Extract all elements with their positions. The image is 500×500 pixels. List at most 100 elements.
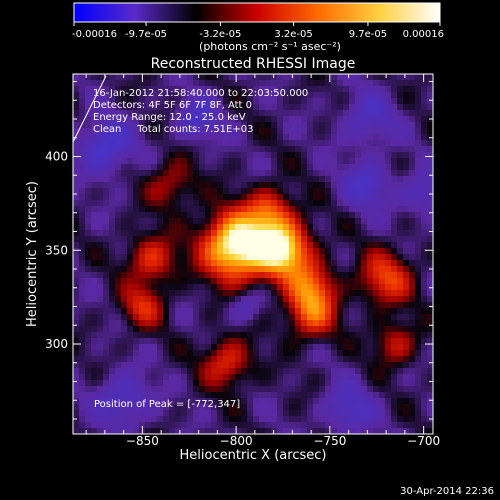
heatmap-cell	[415, 194, 422, 201]
heatmap-cell	[133, 164, 140, 171]
heatmap-cell	[103, 308, 110, 315]
heatmap-cell	[301, 74, 308, 81]
heatmap-cell	[151, 350, 158, 357]
heatmap-cell	[193, 170, 200, 177]
heatmap-cell	[355, 170, 362, 177]
heatmap-cell	[157, 146, 164, 153]
limb-line	[72, 75, 107, 143]
heatmap-cell	[151, 296, 158, 303]
heatmap-cell	[241, 110, 248, 117]
heatmap-cell	[295, 266, 302, 273]
heatmap-cell	[349, 314, 356, 321]
heatmap-cell	[91, 302, 98, 309]
heatmap-cell	[145, 206, 152, 213]
heatmap-cell	[139, 158, 146, 165]
heatmap-cell	[397, 320, 404, 327]
heatmap-cell	[127, 128, 134, 135]
heatmap-cell	[103, 338, 110, 345]
heatmap-cell	[343, 296, 350, 303]
heatmap-cell	[379, 392, 386, 399]
heatmap-cell	[223, 140, 230, 147]
heatmap-cell	[361, 146, 368, 153]
heatmap-cell	[217, 314, 224, 321]
heatmap-cell	[115, 194, 122, 201]
heatmap-cell	[187, 284, 194, 291]
heatmap-cell	[103, 128, 110, 135]
heatmap-cell	[295, 128, 302, 135]
heatmap-cell	[367, 428, 374, 434]
heatmap-cell	[193, 92, 200, 99]
heatmap-cell	[175, 140, 182, 147]
heatmap-cell	[397, 332, 404, 339]
heatmap-cell	[151, 194, 158, 201]
heatmap-cell	[109, 356, 116, 363]
heatmap-cell	[343, 416, 350, 423]
heatmap-cell	[331, 314, 338, 321]
heatmap-cell	[109, 350, 116, 357]
heatmap-cell	[229, 350, 236, 357]
heatmap-cell	[247, 380, 254, 387]
heatmap-cell	[265, 122, 272, 129]
heatmap-cell	[157, 260, 164, 267]
heatmap-cell	[421, 260, 428, 267]
heatmap-cell	[319, 272, 326, 279]
heatmap-cell	[223, 290, 230, 297]
heatmap-cell	[403, 98, 410, 105]
heatmap-cell	[241, 74, 248, 81]
heatmap-cell	[325, 332, 332, 339]
heatmap-cell	[253, 92, 260, 99]
heatmap-cell	[421, 314, 428, 321]
heatmap-cell	[409, 74, 416, 81]
heatmap-cell	[403, 260, 410, 267]
heatmap-cell	[367, 278, 374, 285]
heatmap-cell	[355, 182, 362, 189]
heatmap-cell	[295, 116, 302, 123]
heatmap-cell	[79, 92, 86, 99]
heatmap-cell	[121, 314, 128, 321]
heatmap-cell	[391, 404, 398, 411]
heatmap-cell	[175, 266, 182, 273]
heatmap-cell	[157, 104, 164, 111]
heatmap-cell	[289, 218, 296, 225]
heatmap-cell	[193, 386, 200, 393]
heatmap-cell	[391, 236, 398, 243]
heatmap-cell	[199, 284, 206, 291]
heatmap-cell	[325, 260, 332, 267]
heatmap-cell	[271, 176, 278, 183]
heatmap-cell	[355, 254, 362, 261]
heatmap-cell	[295, 194, 302, 201]
heatmap-cell	[109, 92, 116, 99]
heatmap-cell	[307, 176, 314, 183]
heatmap-cell	[229, 116, 236, 123]
heatmap-cell	[259, 212, 266, 219]
heatmap-cell	[265, 392, 272, 399]
heatmap-cell	[301, 320, 308, 327]
heatmap-cell	[283, 368, 290, 375]
heatmap-cell	[247, 416, 254, 423]
heatmap-cell	[331, 428, 338, 434]
heatmap-cell	[361, 194, 368, 201]
heatmap-cell	[271, 290, 278, 297]
heatmap-cell	[319, 158, 326, 165]
heatmap-cell	[307, 404, 314, 411]
heatmap-cell	[181, 368, 188, 375]
heatmap-cell	[73, 404, 80, 411]
heatmap-cell	[91, 206, 98, 213]
heatmap-cell	[271, 332, 278, 339]
heatmap-cell	[385, 194, 392, 201]
heatmap-cell	[319, 386, 326, 393]
heatmap-cell	[145, 392, 152, 399]
heatmap-cell	[181, 356, 188, 363]
heatmap-cell	[373, 368, 380, 375]
heatmap-cell	[283, 380, 290, 387]
heatmap-cell	[109, 98, 116, 105]
heatmap-cell	[199, 422, 206, 429]
heatmap-cell	[187, 248, 194, 255]
heatmap-cell	[307, 212, 314, 219]
heatmap-cell	[277, 200, 284, 207]
heatmap-cell	[313, 188, 320, 195]
heatmap-cell	[247, 290, 254, 297]
heatmap-cell	[337, 380, 344, 387]
heatmap-cell	[175, 224, 182, 231]
heatmap-cell	[385, 404, 392, 411]
